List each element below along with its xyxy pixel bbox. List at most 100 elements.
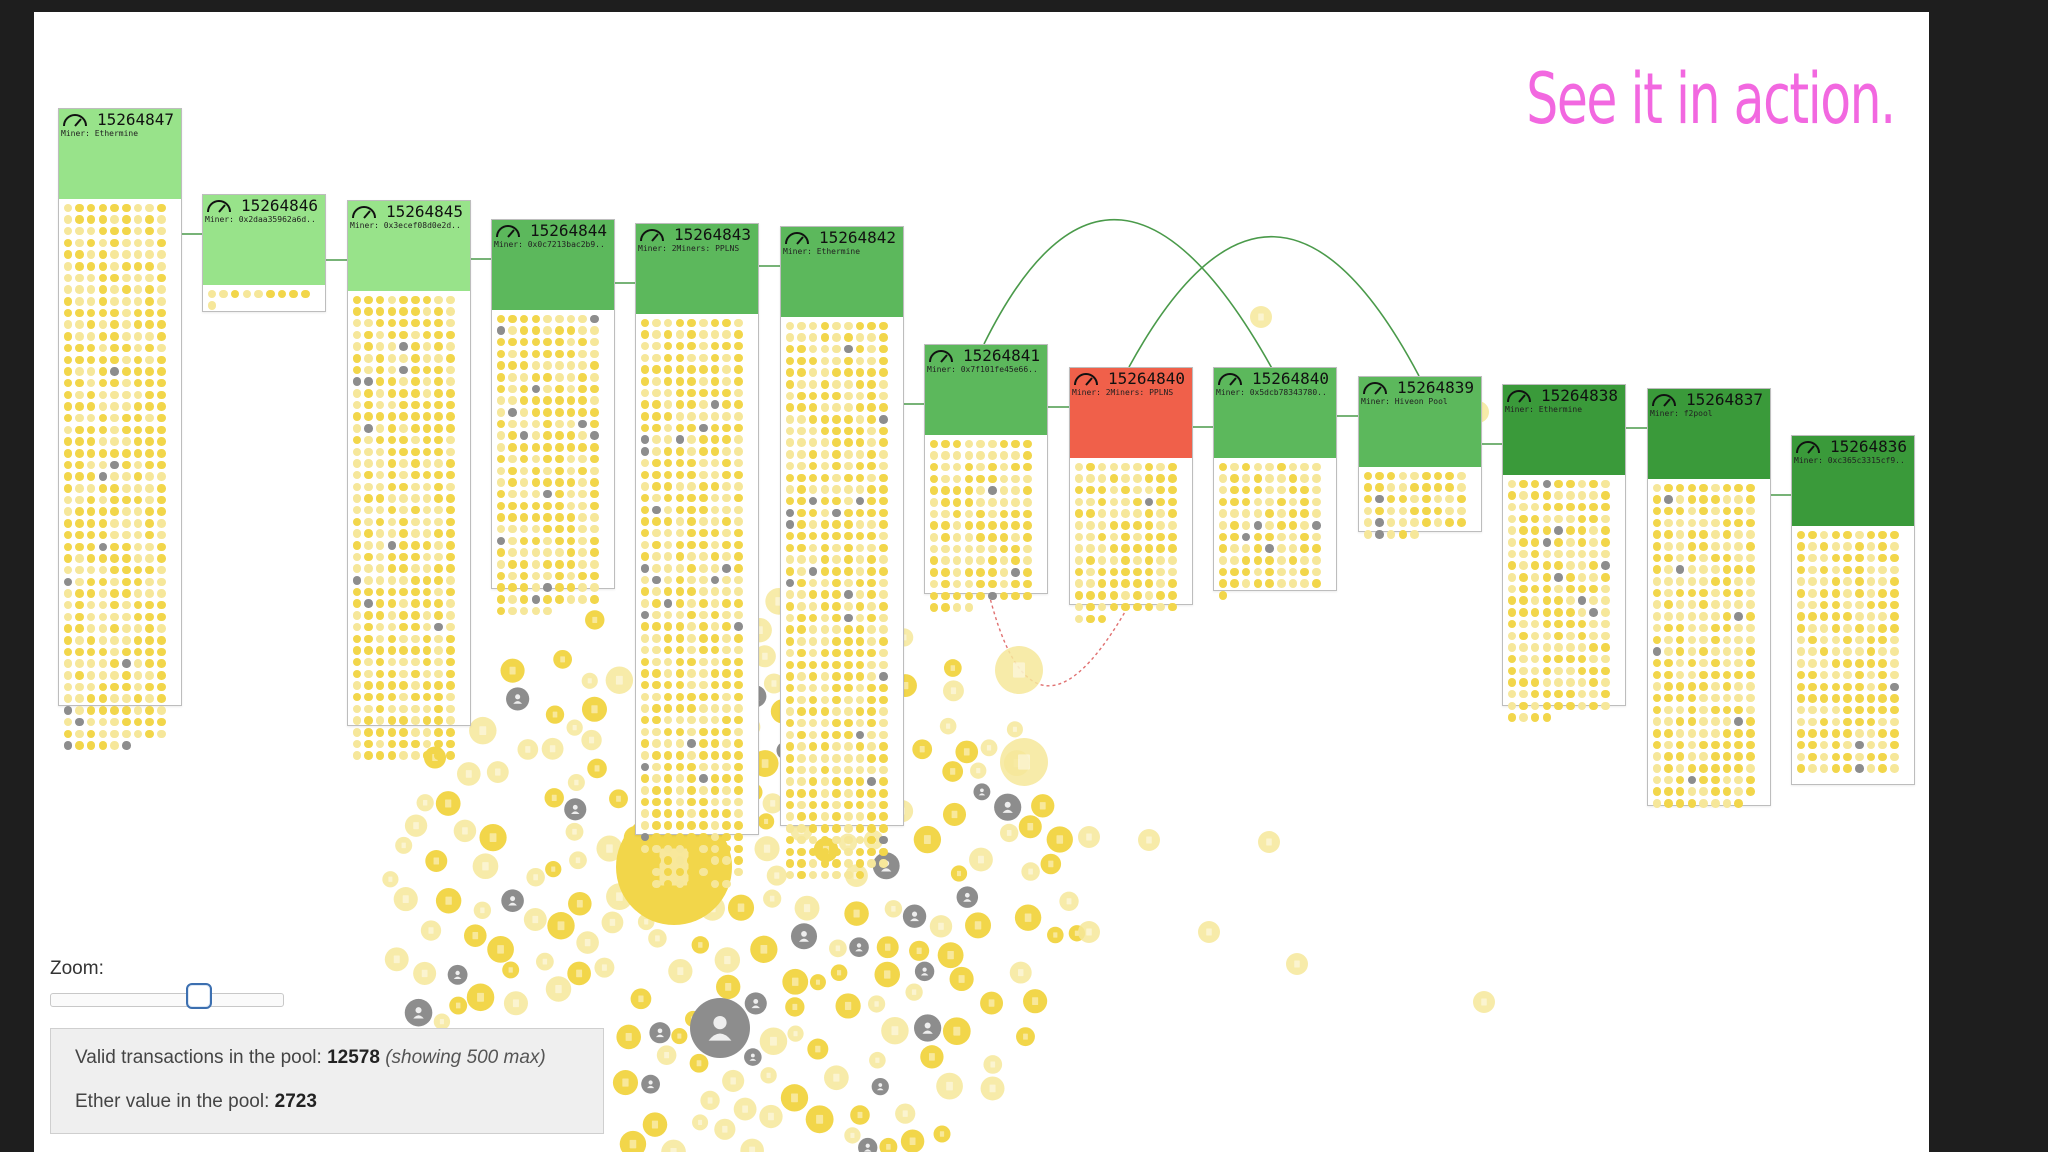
transaction-dot[interactable]: [496, 373, 506, 382]
transaction-dot[interactable]: [844, 812, 853, 821]
transaction-dot[interactable]: [519, 326, 529, 335]
transaction-dot[interactable]: [1288, 485, 1298, 495]
transaction-dot[interactable]: [1652, 495, 1662, 504]
transaction-dot[interactable]: [1168, 544, 1177, 553]
transaction-dot[interactable]: [929, 486, 939, 495]
transaction-dot[interactable]: [1577, 584, 1587, 594]
transaction-bubble[interactable]: [876, 936, 899, 959]
transaction-dot[interactable]: [1722, 682, 1732, 691]
transaction-dot[interactable]: [1878, 600, 1887, 610]
transaction-dot[interactable]: [145, 519, 154, 528]
transaction-dot[interactable]: [1519, 479, 1528, 489]
transaction-dot[interactable]: [75, 320, 84, 329]
transaction-dot[interactable]: [1375, 471, 1384, 481]
transaction-dot[interactable]: [122, 355, 131, 365]
transaction-dot[interactable]: [1796, 682, 1806, 692]
transaction-dot[interactable]: [531, 501, 541, 511]
transaction-dot[interactable]: [797, 812, 806, 821]
transaction-dot[interactable]: [832, 391, 841, 401]
transaction-dot[interactable]: [1796, 635, 1806, 645]
transaction-dot[interactable]: [157, 367, 166, 376]
transaction-dot[interactable]: [422, 517, 432, 527]
transaction-dot[interactable]: [785, 508, 795, 518]
transaction-dot[interactable]: [1023, 579, 1032, 589]
transaction-dot[interactable]: [1566, 631, 1575, 641]
transaction-dot[interactable]: [1878, 565, 1887, 575]
transaction-dot[interactable]: [952, 439, 962, 449]
transaction-dot[interactable]: [640, 634, 650, 643]
transaction-dot[interactable]: [446, 412, 455, 421]
transaction-dot[interactable]: [1796, 752, 1806, 762]
transaction-dot[interactable]: [663, 879, 673, 889]
transaction-dot[interactable]: [387, 435, 397, 445]
transaction-dot[interactable]: [496, 454, 506, 464]
transaction-dot[interactable]: [1711, 518, 1720, 528]
transaction-dot[interactable]: [1097, 462, 1107, 472]
account-bubble[interactable]: [649, 1022, 671, 1044]
transaction-dot[interactable]: [1675, 658, 1685, 668]
transaction-dot[interactable]: [364, 622, 373, 632]
transaction-dot[interactable]: [640, 435, 650, 444]
transaction-dot[interactable]: [808, 765, 818, 775]
transaction-dot[interactable]: [1086, 485, 1095, 495]
transaction-dot[interactable]: [1746, 577, 1755, 586]
transaction-dot[interactable]: [531, 361, 541, 370]
transaction-dot[interactable]: [1097, 614, 1107, 624]
transaction-dot[interactable]: [1507, 596, 1517, 605]
transaction-dot[interactable]: [375, 704, 385, 714]
transaction-dot[interactable]: [446, 424, 455, 433]
transaction-dot[interactable]: [364, 365, 373, 375]
transaction-dot[interactable]: [122, 273, 131, 283]
transaction-dot[interactable]: [1507, 479, 1517, 489]
transaction-dot[interactable]: [110, 238, 119, 248]
transaction-dot[interactable]: [976, 568, 985, 577]
transaction-dot[interactable]: [722, 365, 731, 374]
transaction-dot[interactable]: [446, 470, 455, 480]
transaction-dot[interactable]: [867, 531, 876, 541]
transaction-dot[interactable]: [652, 856, 661, 865]
transaction-dot[interactable]: [555, 337, 564, 347]
transaction-dot[interactable]: [555, 431, 564, 440]
transaction-dot[interactable]: [1156, 602, 1165, 612]
transaction-dot[interactable]: [364, 318, 373, 328]
transaction-dot[interactable]: [1566, 654, 1575, 664]
transaction-dot[interactable]: [110, 484, 119, 493]
transaction-dot[interactable]: [710, 622, 720, 631]
transaction-dot[interactable]: [1300, 532, 1309, 542]
transaction-dot[interactable]: [387, 728, 397, 737]
transaction-dot[interactable]: [1819, 589, 1829, 598]
transaction-dot[interactable]: [543, 595, 552, 604]
transaction-dot[interactable]: [1312, 509, 1321, 518]
transaction-dot[interactable]: [1542, 713, 1552, 722]
transaction-dot[interactable]: [1890, 589, 1899, 598]
transaction-dot[interactable]: [785, 520, 795, 529]
transaction-dot[interactable]: [411, 751, 420, 760]
transaction-dot[interactable]: [867, 321, 876, 331]
transaction-dot[interactable]: [411, 739, 420, 749]
transaction-dot[interactable]: [75, 647, 84, 657]
transaction-dot[interactable]: [663, 680, 673, 690]
transaction-dot[interactable]: [964, 533, 974, 542]
transaction-dot[interactable]: [879, 321, 888, 331]
transaction-dot[interactable]: [1664, 658, 1673, 668]
transaction-dot[interactable]: [832, 438, 841, 447]
transaction-dot[interactable]: [1542, 666, 1552, 676]
transaction-dot[interactable]: [122, 378, 131, 388]
transaction-dot[interactable]: [855, 707, 865, 716]
transaction-dot[interactable]: [543, 361, 552, 370]
transaction-dot[interactable]: [1133, 497, 1142, 507]
transaction-dot[interactable]: [375, 541, 385, 550]
transaction-dot[interactable]: [508, 384, 517, 394]
transaction-dot[interactable]: [699, 622, 708, 631]
account-bubble[interactable]: [506, 687, 530, 711]
transaction-dot[interactable]: [543, 314, 552, 324]
transaction-dot[interactable]: [652, 645, 661, 655]
transaction-dot[interactable]: [411, 365, 420, 375]
transaction-dot[interactable]: [75, 332, 84, 341]
transaction-bubble[interactable]: [1040, 853, 1062, 875]
transaction-bubble[interactable]: [929, 915, 953, 938]
transaction-dot[interactable]: [1168, 579, 1177, 588]
transaction-dot[interactable]: [879, 695, 888, 705]
transaction-dot[interactable]: [434, 330, 443, 340]
transaction-dot[interactable]: [1699, 588, 1708, 598]
